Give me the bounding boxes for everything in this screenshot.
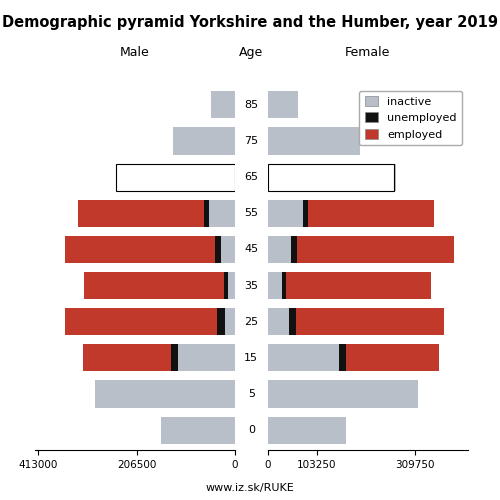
Bar (268, 164, 394, 190)
Bar (268, 272, 282, 299)
Bar (268, 92, 298, 118)
Text: 45: 45 (244, 244, 258, 254)
Bar (170, 344, 178, 372)
Bar (292, 236, 297, 263)
Bar (116, 164, 235, 190)
Text: 85: 85 (244, 100, 258, 110)
Bar (268, 308, 289, 336)
Bar (161, 416, 235, 444)
Bar (82, 344, 170, 372)
Text: 55: 55 (244, 208, 258, 218)
Bar (228, 272, 235, 299)
Bar (224, 272, 228, 299)
Bar (308, 200, 434, 227)
Bar (303, 200, 308, 227)
Bar (215, 236, 220, 263)
Bar (268, 380, 418, 407)
Text: 65: 65 (244, 172, 258, 182)
Bar (346, 344, 439, 372)
Text: Demographic pyramid Yorkshire and the Humber, year 2019: Demographic pyramid Yorkshire and the Hu… (2, 15, 498, 30)
Text: Age: Age (239, 46, 264, 59)
Bar (289, 308, 296, 336)
Text: 25: 25 (244, 316, 258, 326)
Bar (173, 128, 235, 154)
Text: Female: Female (345, 46, 390, 59)
Text: www.iz.sk/RUKE: www.iz.sk/RUKE (206, 482, 294, 492)
Bar (65, 236, 215, 263)
Bar (204, 200, 209, 227)
Legend: inactive, unemployed, employed: inactive, unemployed, employed (359, 90, 462, 145)
Text: 75: 75 (244, 136, 258, 146)
Text: 35: 35 (244, 280, 258, 290)
Bar (282, 272, 286, 299)
Text: 0: 0 (248, 425, 255, 435)
Bar (64, 308, 217, 336)
Bar (268, 128, 360, 154)
Bar (84, 272, 224, 299)
Bar (286, 272, 431, 299)
Bar (268, 344, 339, 372)
Bar (94, 380, 235, 407)
Text: 5: 5 (248, 389, 255, 399)
Bar (128, 164, 235, 190)
Bar (226, 308, 235, 336)
Bar (217, 308, 226, 336)
Text: 15: 15 (244, 353, 258, 363)
Bar (268, 416, 346, 444)
Bar (268, 164, 396, 190)
Bar (268, 236, 291, 263)
Bar (296, 308, 444, 336)
Bar (220, 236, 235, 263)
Bar (297, 236, 454, 263)
Bar (211, 92, 235, 118)
Bar (339, 344, 346, 372)
Bar (78, 200, 204, 227)
Bar (209, 200, 235, 227)
Bar (178, 344, 235, 372)
Bar (268, 200, 303, 227)
Text: Male: Male (120, 46, 150, 59)
